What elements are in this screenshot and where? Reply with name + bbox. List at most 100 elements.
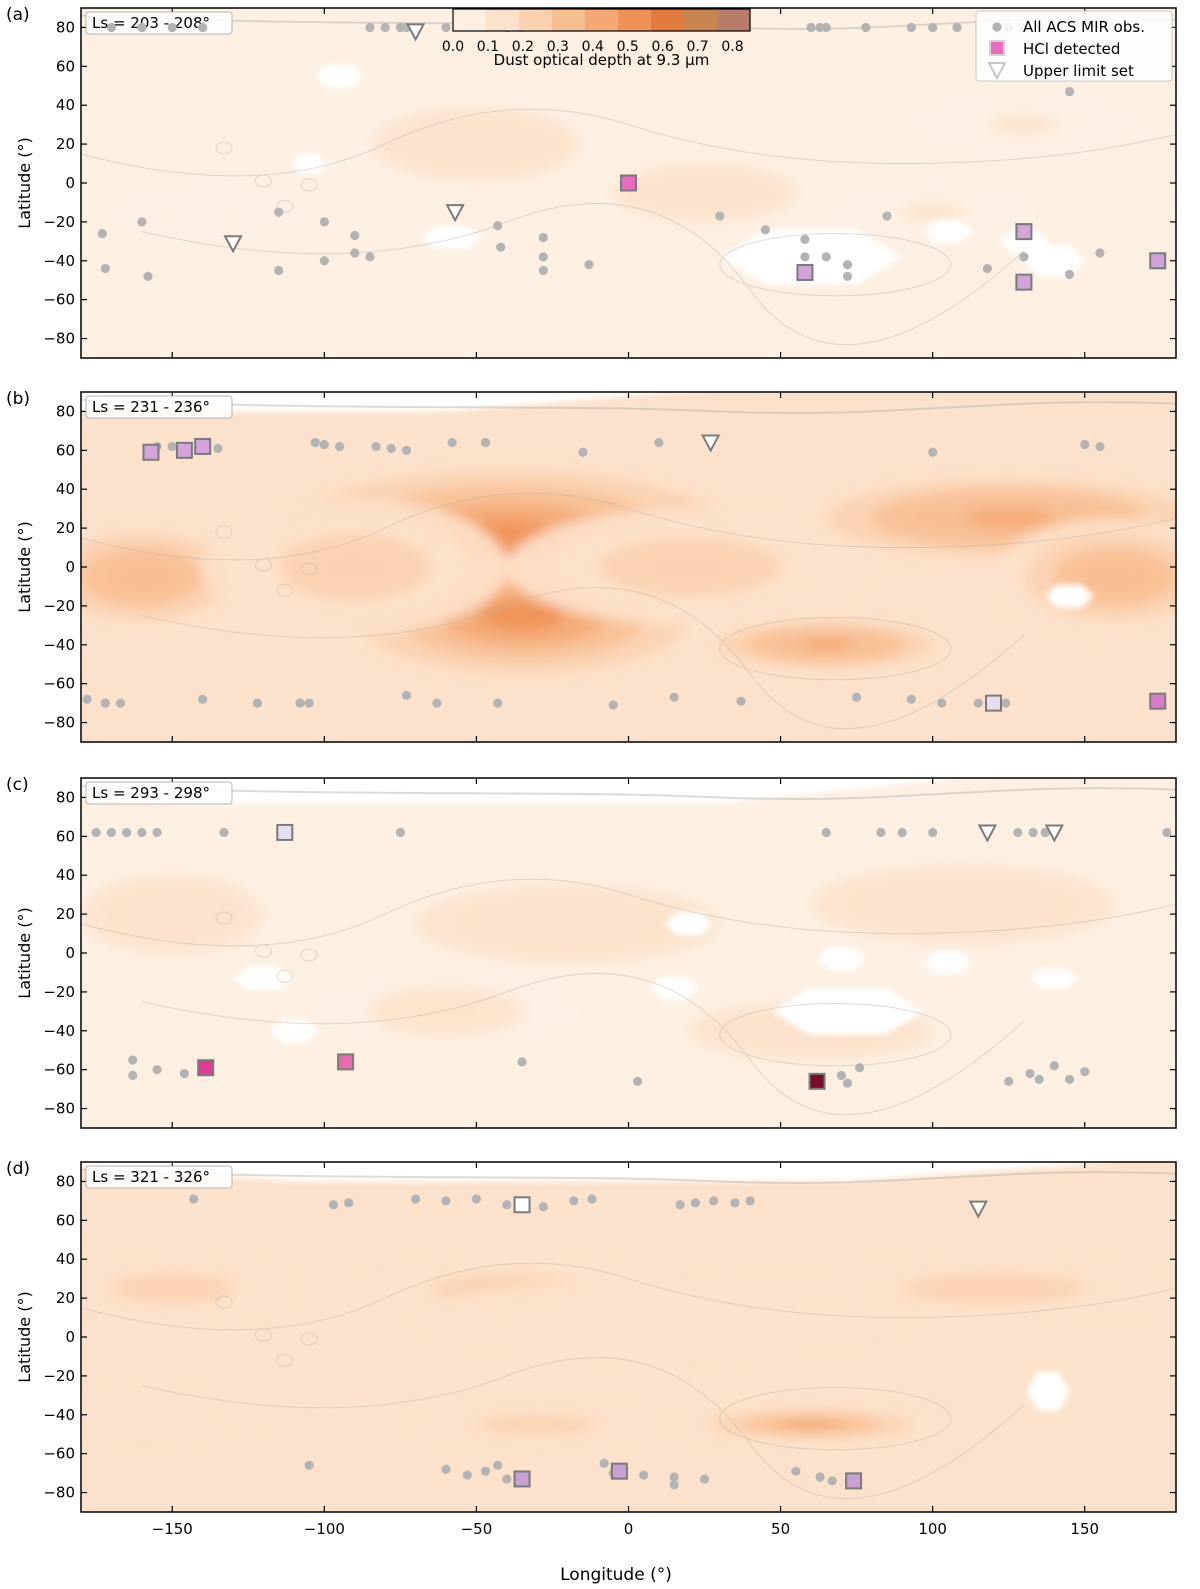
volcano-contour <box>215 911 233 925</box>
dust-contour <box>963 508 1055 529</box>
upper-limit-marker <box>700 434 721 453</box>
all-obs-point <box>906 694 916 704</box>
colorbar-tick-label: 0.1 <box>477 39 499 55</box>
volcano-contour <box>215 525 233 539</box>
y-tick-label: 0 <box>65 174 75 192</box>
ls-label-text: Ls = 321 - 326° <box>92 1168 210 1186</box>
all-obs-point <box>1095 441 1105 452</box>
x-tick-label: −50 <box>461 1520 493 1538</box>
legend: All ACS MIR obs. HCl detected Upper limit … <box>975 10 1173 82</box>
colorbar-tick-label: 0.7 <box>686 39 708 55</box>
x-tick-label: −100 <box>304 1520 345 1538</box>
all-obs-point <box>538 265 548 276</box>
all-obs-point <box>100 698 110 708</box>
all-obs-point <box>973 698 983 708</box>
all-obs-point <box>82 694 92 704</box>
y-tick-label: 60 <box>56 1211 75 1229</box>
all-obs-point <box>669 1472 679 1482</box>
all-obs-point <box>906 22 916 33</box>
all-obs-point <box>876 827 886 838</box>
no-data-area <box>81 1162 1116 1182</box>
all-obs-point <box>842 260 853 270</box>
all-obs-point <box>137 217 147 227</box>
upper-limit-marker <box>445 204 465 223</box>
all-obs-point <box>578 447 588 457</box>
hcl-detected-marker <box>197 1059 215 1077</box>
dust-contour <box>643 552 735 582</box>
all-obs-point <box>401 690 412 700</box>
upper-limit-marker <box>405 23 426 42</box>
panel: 80 60 40 20 0 −20 −40 −60 −80 Latitude (°) (b) Ls =… <box>6 389 1177 743</box>
all-obs-point <box>517 1057 527 1067</box>
all-obs-point <box>198 694 208 704</box>
y-tick-label: −80 <box>43 330 75 348</box>
no-data-area <box>1026 1372 1070 1411</box>
x-axis-label: Longitude (°) <box>560 1565 672 1585</box>
all-obs-point <box>852 692 862 702</box>
all-obs-point <box>493 1460 503 1470</box>
y-tick-label: −60 <box>43 1445 75 1463</box>
all-obs-point <box>91 827 101 838</box>
y-tick-label: −20 <box>43 597 75 615</box>
no-data-area <box>923 219 973 244</box>
dust-contour <box>1084 562 1146 592</box>
all-obs-point <box>480 437 491 448</box>
y-axis-label: Latitude (°) <box>15 521 34 612</box>
hcl-detected-marker <box>1015 223 1033 241</box>
all-obs-point <box>815 1472 825 1482</box>
colorbar-frame <box>452 8 751 32</box>
all-obs-point <box>304 698 314 708</box>
legend-upper-marker <box>987 62 1007 81</box>
polar-cap-contour <box>81 398 1176 415</box>
panel-letter: (b) <box>6 389 30 409</box>
ls-label-text: Ls = 293 - 298° <box>92 784 210 802</box>
hcl-detected-marker <box>845 1472 863 1490</box>
legend-hcl-marker <box>989 40 1005 56</box>
no-data-area <box>290 153 328 174</box>
no-data-area <box>81 778 957 804</box>
panels: 80 60 40 20 0 −20 −40 −60 −80 Latitude (°) (a) Ls =… <box>6 5 1177 1538</box>
colorbar-swatch <box>552 9 586 31</box>
all-obs-point <box>821 22 831 33</box>
all-obs-point <box>441 1464 451 1474</box>
all-obs-point <box>441 22 451 33</box>
colorbar-label: Dust optical depth at 9.3 μm <box>494 51 710 69</box>
x-tick-label: 100 <box>918 1520 947 1538</box>
all-obs-point <box>334 441 345 452</box>
y-tick-label: 80 <box>56 402 75 420</box>
all-obs-point <box>842 271 853 281</box>
all-obs-point <box>1064 87 1075 97</box>
all-obs-point <box>806 22 816 33</box>
dust-contour <box>506 1419 568 1430</box>
all-obs-point <box>167 441 177 452</box>
all-obs-point <box>462 1470 472 1480</box>
all-obs-point <box>493 698 503 708</box>
hcl-detected-marker <box>142 443 160 461</box>
all-obs-point <box>213 443 223 453</box>
volcano-contour <box>300 178 318 192</box>
all-obs-point <box>800 252 810 262</box>
hcl-detected-marker <box>513 1196 531 1214</box>
polar-cap-contour <box>81 784 1176 801</box>
y-tick-label: −80 <box>43 1100 75 1118</box>
no-data-area <box>1030 968 1079 988</box>
all-obs-point <box>937 698 947 708</box>
x-tick-label: 50 <box>771 1520 790 1538</box>
x-tick-label: −150 <box>152 1520 193 1538</box>
all-obs-point <box>310 437 320 448</box>
colorbar-tick-label: 0.3 <box>547 39 569 55</box>
all-obs-point <box>538 232 548 243</box>
no-data-area <box>421 225 483 250</box>
all-obs-point <box>715 211 725 221</box>
panel-letter: (d) <box>6 1159 30 1179</box>
all-obs-point <box>122 827 132 838</box>
volcano-contour <box>276 1353 294 1367</box>
all-obs-point <box>137 827 147 838</box>
hcl-detected-marker <box>513 1470 531 1488</box>
all-obs-point <box>836 1070 847 1081</box>
hcl-detected-marker <box>276 823 294 841</box>
y-tick-label: 20 <box>56 1289 75 1307</box>
all-obs-point <box>1080 439 1090 450</box>
ls-label: Ls = 321 - 326° <box>85 1165 233 1189</box>
hcl-detected-marker <box>610 1462 628 1480</box>
